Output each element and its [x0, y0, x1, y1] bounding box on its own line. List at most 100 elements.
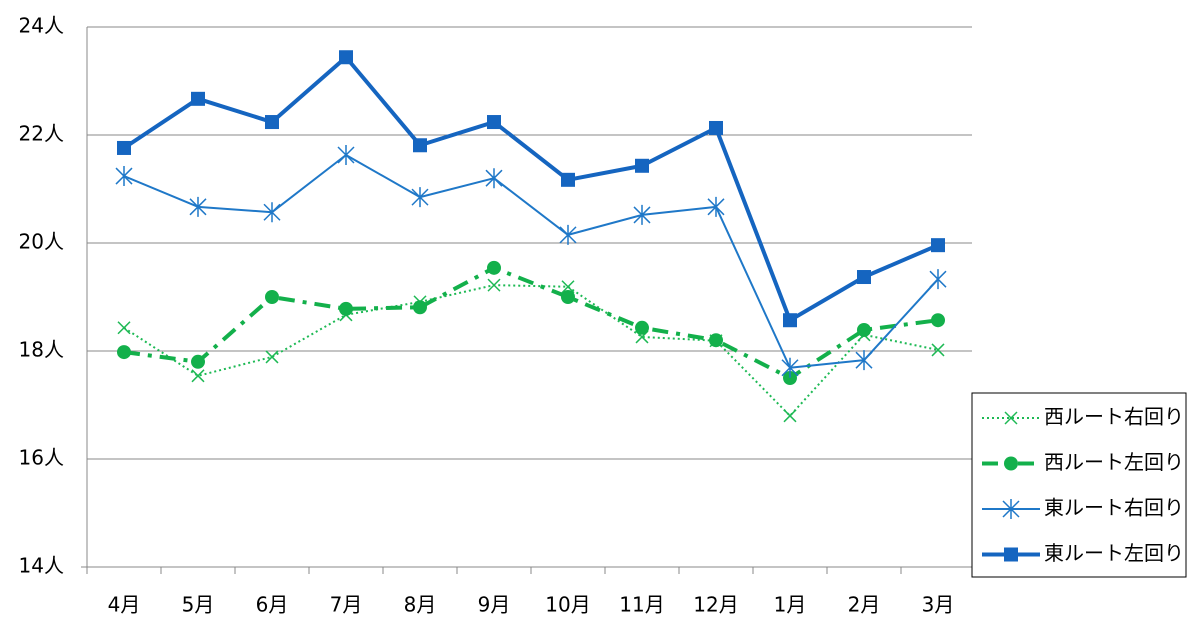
data-point [561, 280, 575, 294]
marker-x [561, 280, 575, 294]
data-point [265, 350, 279, 364]
legend-box [971, 392, 1187, 578]
marker-circle [339, 301, 353, 316]
marker-square [931, 238, 945, 253]
data-point [635, 320, 649, 335]
marker-circle [931, 313, 945, 328]
marker-asterisk [633, 204, 651, 225]
data-point [781, 357, 799, 378]
marker-x [191, 369, 205, 383]
marker-asterisk [781, 357, 799, 378]
data-point [633, 204, 651, 225]
data-point [559, 224, 577, 245]
legend-marker [1002, 499, 1020, 519]
marker-square [783, 313, 797, 328]
data-point [487, 260, 501, 275]
x-tick-label: 1月 [774, 593, 807, 617]
data-point [337, 144, 355, 165]
data-point [191, 354, 205, 369]
y-tick-label: 14人 [19, 554, 64, 578]
data-point [783, 313, 797, 328]
y-tick-label: 20人 [19, 230, 64, 254]
x-tick-label: 12月 [693, 593, 738, 617]
data-point [117, 140, 131, 155]
marker-circle [265, 290, 279, 304]
x-tick-label: 9月 [478, 593, 511, 617]
series-line [123, 265, 939, 380]
x-tick-label: 2月 [848, 593, 881, 617]
marker-square [265, 115, 279, 130]
marker-asterisk [337, 144, 355, 165]
marker-asterisk [189, 196, 207, 217]
marker-circle [191, 354, 205, 369]
data-point [265, 115, 279, 130]
data-point [263, 202, 281, 223]
data-point [931, 343, 945, 357]
marker-asterisk [411, 187, 429, 208]
data-point [709, 120, 723, 135]
data-point [117, 321, 131, 335]
data-point [709, 333, 723, 348]
data-point [265, 290, 279, 304]
marker-square [857, 270, 871, 285]
marker-circle [709, 333, 723, 348]
x-tick-label: 7月 [330, 593, 363, 617]
marker-square [117, 140, 131, 155]
data-point [115, 166, 133, 187]
data-point [561, 172, 575, 187]
legend-label: 東ルート右回り [1044, 496, 1184, 520]
data-point [783, 371, 797, 385]
x-tick-label: 11月 [619, 593, 664, 617]
x-tick-label: 10月 [545, 593, 590, 617]
data-point [189, 196, 207, 217]
marker-circle [117, 345, 131, 360]
data-point [929, 269, 947, 290]
marker-x [117, 321, 131, 335]
data-point [635, 158, 649, 173]
marker-square [709, 120, 723, 135]
data-point [191, 369, 205, 383]
legend-marker [1004, 411, 1018, 425]
marker-circle [487, 260, 501, 275]
y-tick-label: 16人 [19, 446, 64, 470]
marker-square [191, 91, 205, 106]
marker-asterisk [707, 196, 725, 217]
series-line [123, 284, 939, 417]
x-tick-label: 8月 [404, 593, 437, 617]
x-tick-label: 5月 [182, 593, 215, 617]
marker-circle [857, 322, 871, 337]
data-point [413, 300, 427, 315]
marker-square [339, 50, 353, 65]
y-tick-label: 18人 [19, 338, 64, 362]
marker-circle [413, 300, 427, 315]
data-point [339, 50, 353, 65]
marker-square [561, 172, 575, 187]
legend-label: 西ルート左回り [1044, 450, 1184, 474]
marker-asterisk [1002, 499, 1020, 519]
legend-marker [1004, 456, 1018, 471]
data-point [931, 313, 945, 328]
marker-square [635, 158, 649, 173]
data-point [487, 115, 501, 130]
y-tick-label: 24人 [19, 14, 64, 38]
data-point [855, 350, 873, 371]
marker-asterisk [485, 168, 503, 189]
marker-x [265, 350, 279, 364]
data-point [707, 196, 725, 217]
data-point [783, 409, 797, 423]
legend-label: 東ルート左回り [1044, 541, 1184, 565]
series-line [123, 153, 939, 369]
marker-asterisk [929, 269, 947, 290]
marker-circle [783, 371, 797, 385]
data-point [485, 168, 503, 189]
legend-marker [1004, 547, 1018, 562]
marker-circle [635, 320, 649, 335]
x-tick-label: 4月 [108, 593, 141, 617]
marker-square [487, 115, 501, 130]
marker-circle [1004, 456, 1018, 471]
marker-x [783, 409, 797, 423]
marker-x [1004, 411, 1018, 425]
